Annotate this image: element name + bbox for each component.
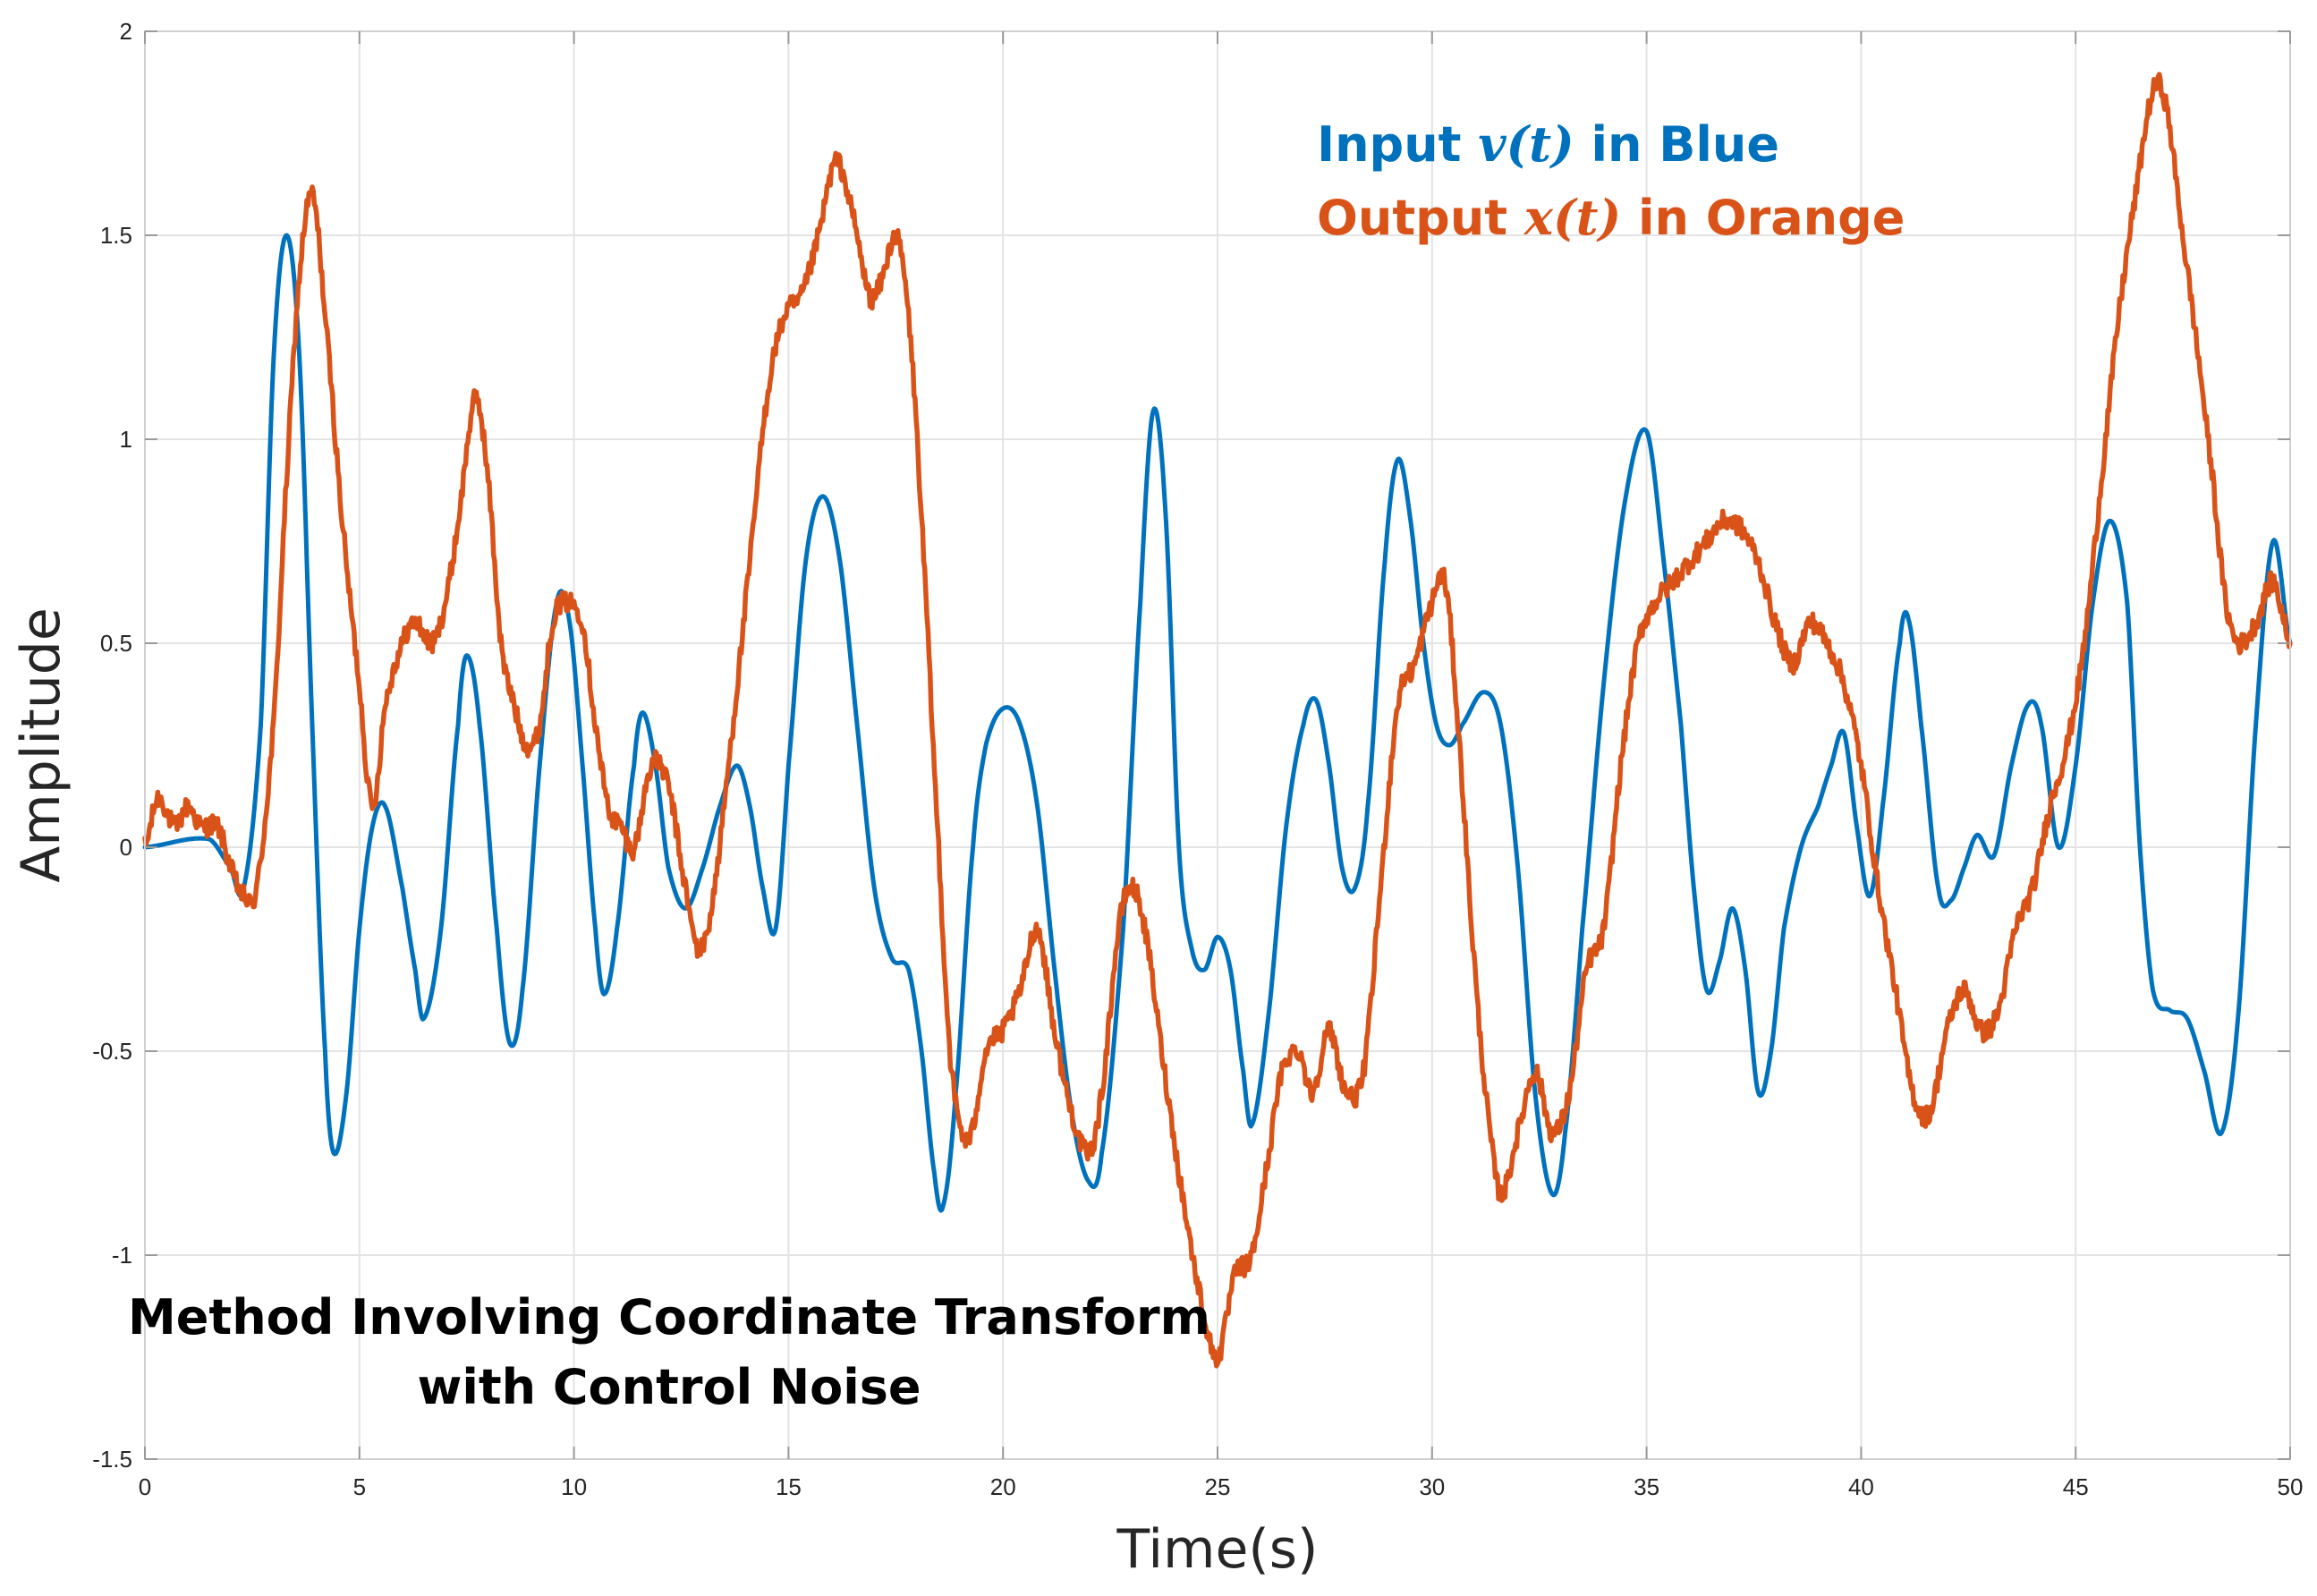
legend-entry-output: Output x(t) in Orange bbox=[1317, 189, 1905, 246]
x-tick-label: 50 bbox=[2278, 1473, 2304, 1500]
legend-input-variable: v(t) bbox=[1478, 115, 1574, 173]
x-tick-label: 15 bbox=[776, 1473, 802, 1500]
y-tick-label: -1.5 bbox=[92, 1446, 132, 1473]
series-line-input bbox=[142, 233, 2293, 1213]
annotation-line-1: Method Involving Coordinate Transform bbox=[128, 1289, 1210, 1346]
annotation-line-2: with Control Noise bbox=[417, 1359, 921, 1415]
legend: Input v(t) in Blue Output x(t) in Orange bbox=[1317, 115, 1905, 246]
x-tick-label: 45 bbox=[2063, 1473, 2089, 1500]
x-tick-label: 5 bbox=[353, 1473, 366, 1500]
x-tick-label: 20 bbox=[990, 1473, 1016, 1500]
y-tick-label: 0 bbox=[120, 834, 132, 861]
y-tick-label: 2 bbox=[120, 18, 132, 45]
legend-output-prefix: Output bbox=[1317, 190, 1524, 246]
x-axis-title: Time(s) bbox=[1116, 1518, 1319, 1581]
x-tick-label: 30 bbox=[1419, 1473, 1445, 1500]
series-group bbox=[142, 72, 2293, 1369]
legend-output-variable: x(t) bbox=[1523, 189, 1621, 246]
legend-output-suffix: in Orange bbox=[1638, 190, 1905, 246]
tick-marks bbox=[144, 30, 2291, 1460]
y-tick-label: -0.5 bbox=[92, 1038, 132, 1065]
y-axis-title: Amplitude bbox=[10, 607, 72, 882]
y-tick-label: 1.5 bbox=[100, 222, 132, 249]
x-tick-label: 0 bbox=[139, 1473, 151, 1500]
y-tick-labels: -1.5 -1 -0.5 0 0.5 1 1.5 2 bbox=[92, 18, 132, 1473]
x-tick-label: 10 bbox=[561, 1473, 587, 1500]
legend-input-suffix: in Blue bbox=[1591, 116, 1779, 173]
legend-entry-input: Input v(t) in Blue bbox=[1317, 115, 1779, 173]
method-annotation: Method Involving Coordinate Transform wi… bbox=[128, 1289, 1210, 1415]
x-tick-label: 25 bbox=[1205, 1473, 1231, 1500]
y-tick-label: -1 bbox=[112, 1242, 132, 1269]
x-tick-labels: 0 5 10 15 20 25 30 35 40 45 50 bbox=[139, 1473, 2304, 1500]
y-tick-label: 1 bbox=[120, 426, 132, 453]
x-tick-label: 35 bbox=[1634, 1473, 1659, 1500]
legend-input-prefix: Input bbox=[1317, 116, 1478, 173]
series-line-output bbox=[142, 72, 2293, 1369]
y-tick-label: 0.5 bbox=[100, 630, 132, 657]
x-tick-label: 40 bbox=[1848, 1473, 1874, 1500]
